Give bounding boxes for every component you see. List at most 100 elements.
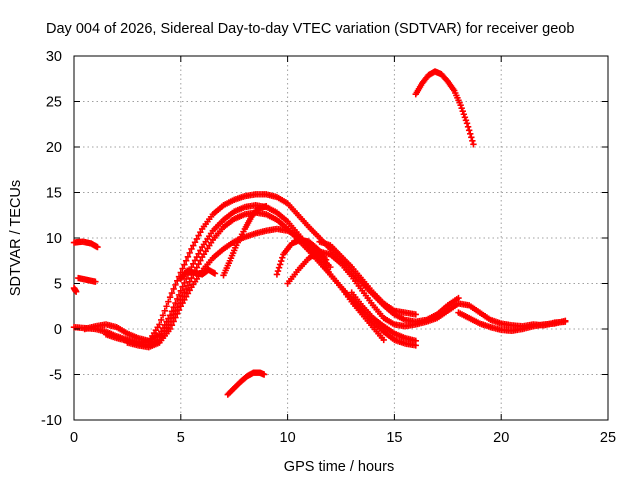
data-point <box>195 260 202 268</box>
data-point <box>467 130 474 138</box>
data-point <box>94 243 101 251</box>
data-point <box>274 267 282 275</box>
series-track-05 <box>81 202 387 345</box>
x-tick-label: 5 <box>177 430 185 446</box>
data-point <box>182 257 190 264</box>
data-point <box>177 287 184 294</box>
data-point <box>166 325 174 333</box>
data-point <box>470 141 477 148</box>
data-point <box>412 337 419 345</box>
data-point <box>163 303 170 310</box>
data-point <box>170 318 177 325</box>
data-point <box>191 239 199 246</box>
data-point <box>462 117 470 124</box>
data-point <box>168 289 176 297</box>
data-point <box>195 250 202 257</box>
data-point <box>211 270 219 277</box>
data-point <box>186 278 193 285</box>
data-point <box>460 111 468 118</box>
data-point <box>193 264 201 271</box>
data-point <box>197 257 204 264</box>
data-point <box>161 307 168 314</box>
series-track-10 <box>273 236 330 278</box>
data-point <box>181 289 188 296</box>
x-tick-label: 20 <box>493 430 509 446</box>
x-tick-label: 25 <box>600 430 616 446</box>
data-point <box>92 278 99 285</box>
data-point <box>159 312 167 319</box>
y-tick-label: 15 <box>46 186 62 202</box>
data-point <box>174 310 181 318</box>
series-track-08 <box>177 266 219 283</box>
data-point <box>182 285 190 293</box>
series-track-02 <box>75 274 99 285</box>
data-point <box>461 114 469 121</box>
data-point <box>464 123 472 131</box>
data-point <box>458 104 465 112</box>
series-track-16 <box>224 369 268 398</box>
data-point <box>277 257 285 265</box>
data-point <box>181 279 188 287</box>
axis-ticks: 0 5 10 15 20 25 -10 -5 0 5 10 15 20 25 30 <box>41 49 616 446</box>
y-axis-title: SDTVAR / TECUs <box>8 180 24 296</box>
data-point <box>165 298 172 305</box>
series-track-14 <box>455 309 569 335</box>
data-point <box>457 101 464 109</box>
series-track-09 <box>220 202 270 279</box>
data-point <box>412 311 419 318</box>
data-point <box>175 291 183 299</box>
data-point <box>174 277 181 284</box>
data-point <box>273 271 281 278</box>
data-point <box>380 336 387 344</box>
data-point <box>562 317 569 325</box>
data-point <box>188 245 195 253</box>
data-point <box>184 282 192 289</box>
data-point <box>455 294 462 302</box>
y-tick-label: 30 <box>46 49 62 65</box>
data-point <box>177 269 184 276</box>
data-point <box>184 253 192 261</box>
data-point <box>172 281 179 289</box>
data-point <box>195 232 202 239</box>
data-point <box>188 274 195 282</box>
data-point <box>158 316 165 324</box>
data-point <box>263 202 270 210</box>
series-track-03 <box>70 284 80 295</box>
data-point <box>181 261 188 268</box>
data-point <box>190 242 197 249</box>
data-point <box>170 285 177 293</box>
data-point <box>469 137 476 144</box>
data-point <box>322 256 330 264</box>
data-point <box>197 247 204 254</box>
y-tick-label: 20 <box>46 140 62 156</box>
data-point <box>279 254 286 261</box>
data-point <box>276 261 284 268</box>
data-point <box>168 322 176 329</box>
y-tick-label: 5 <box>54 277 62 293</box>
data-point <box>179 283 186 291</box>
x-axis-title: GPS time / hours <box>284 459 394 475</box>
y-tick-label: 10 <box>46 231 62 247</box>
data-point <box>465 127 473 134</box>
series-track-12 <box>316 238 419 318</box>
data-point <box>174 295 181 303</box>
series-track-01 <box>70 238 101 251</box>
data-point <box>175 306 183 314</box>
data-point <box>197 229 204 236</box>
data-point <box>190 260 197 267</box>
data-point <box>186 249 193 257</box>
data-point <box>275 264 283 271</box>
data-point <box>182 275 190 283</box>
series-track-15 <box>412 68 477 148</box>
data-point <box>327 263 334 271</box>
x-tick-label: 15 <box>386 430 402 446</box>
y-tick-label: -5 <box>49 368 62 384</box>
data-point <box>193 253 201 261</box>
data-point <box>459 108 466 115</box>
data-point <box>179 265 186 272</box>
data-point <box>468 134 475 141</box>
data-point <box>191 257 199 264</box>
data-point <box>156 321 163 328</box>
x-tick-label: 0 <box>70 430 78 446</box>
